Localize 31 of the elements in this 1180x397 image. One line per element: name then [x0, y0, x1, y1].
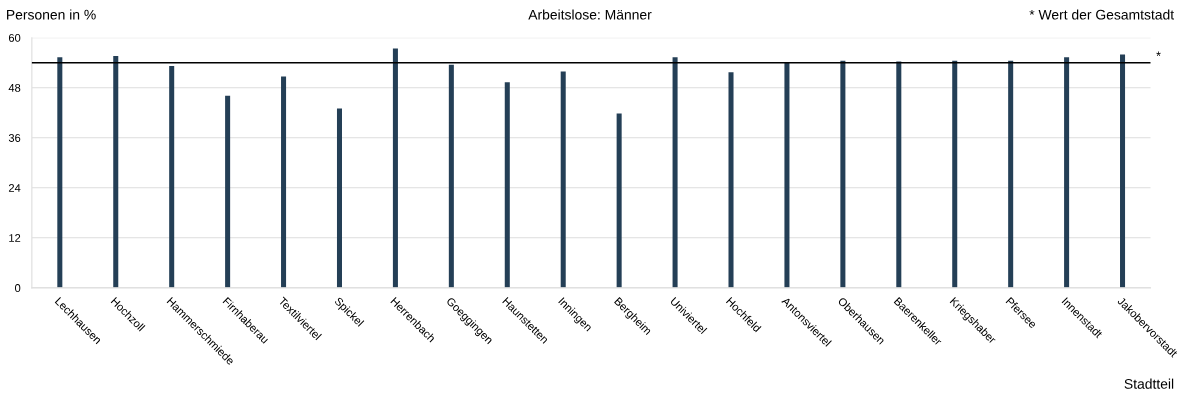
y-axis-title: Personen in % [7, 9, 96, 20]
y-tick-label: 36 [8, 134, 21, 142]
bar [1008, 60, 1014, 288]
bar [728, 72, 734, 288]
y-tick-label: 60 [8, 33, 21, 42]
bar [784, 62, 790, 288]
bar [169, 66, 175, 288]
y-tick-label: 48 [8, 84, 21, 92]
ref-line-label: * [1156, 51, 1161, 56]
chart-title: Arbeitslose: Männer [528, 9, 652, 20]
x-axis-title: Stadtteil [1124, 378, 1174, 389]
bar [504, 82, 510, 288]
bar [672, 57, 678, 288]
bar [281, 76, 287, 288]
bar [896, 61, 902, 288]
bar [57, 57, 63, 288]
bar [1120, 54, 1126, 288]
bar [616, 113, 622, 288]
text: * Wert der Gesamtstadt [1029, 9, 1175, 20]
bar [952, 60, 958, 288]
y-tick-label: 12 [9, 234, 21, 242]
y-tick-label: 0 [15, 284, 21, 292]
bar [560, 71, 566, 288]
y-tick-label: 24 [8, 184, 21, 192]
bar [225, 95, 231, 288]
bar [448, 64, 454, 288]
bar [392, 48, 398, 288]
bar [840, 60, 846, 288]
bar [113, 56, 119, 288]
bar [1064, 57, 1070, 288]
bar [336, 108, 342, 288]
